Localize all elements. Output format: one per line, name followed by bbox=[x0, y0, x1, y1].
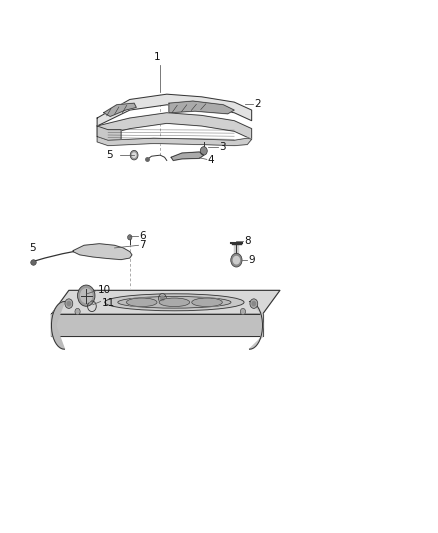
Polygon shape bbox=[51, 290, 280, 314]
Polygon shape bbox=[73, 244, 132, 260]
Text: 7: 7 bbox=[139, 240, 146, 251]
Ellipse shape bbox=[192, 298, 222, 306]
Circle shape bbox=[233, 256, 240, 264]
Circle shape bbox=[250, 299, 258, 309]
Ellipse shape bbox=[105, 294, 244, 311]
Polygon shape bbox=[97, 136, 252, 146]
Polygon shape bbox=[51, 302, 64, 349]
Text: 5: 5 bbox=[29, 243, 35, 253]
Ellipse shape bbox=[118, 296, 231, 308]
Circle shape bbox=[159, 294, 166, 303]
Circle shape bbox=[130, 150, 138, 160]
Text: 9: 9 bbox=[248, 255, 255, 265]
Circle shape bbox=[240, 309, 246, 315]
Ellipse shape bbox=[159, 298, 190, 306]
Polygon shape bbox=[104, 103, 136, 116]
Text: 1: 1 bbox=[154, 52, 160, 62]
Text: 3: 3 bbox=[219, 142, 226, 152]
Text: 8: 8 bbox=[244, 236, 251, 246]
Text: 2: 2 bbox=[254, 99, 261, 109]
Text: 4: 4 bbox=[208, 155, 214, 165]
Circle shape bbox=[132, 153, 136, 157]
Polygon shape bbox=[97, 126, 121, 140]
Circle shape bbox=[127, 235, 132, 240]
Circle shape bbox=[65, 299, 73, 309]
Text: 11: 11 bbox=[102, 297, 115, 308]
Circle shape bbox=[81, 289, 92, 303]
Polygon shape bbox=[97, 113, 252, 139]
Polygon shape bbox=[250, 302, 262, 349]
Text: 10: 10 bbox=[98, 285, 111, 295]
Polygon shape bbox=[169, 101, 234, 114]
Circle shape bbox=[75, 309, 80, 315]
Text: 6: 6 bbox=[139, 231, 146, 241]
Circle shape bbox=[161, 296, 164, 301]
Ellipse shape bbox=[127, 298, 157, 306]
Circle shape bbox=[200, 147, 207, 155]
Circle shape bbox=[252, 302, 255, 306]
Polygon shape bbox=[51, 314, 262, 336]
Text: 5: 5 bbox=[106, 150, 113, 160]
Circle shape bbox=[231, 253, 242, 267]
Polygon shape bbox=[97, 94, 252, 126]
Circle shape bbox=[78, 285, 95, 306]
Circle shape bbox=[67, 302, 71, 306]
Polygon shape bbox=[171, 152, 204, 160]
